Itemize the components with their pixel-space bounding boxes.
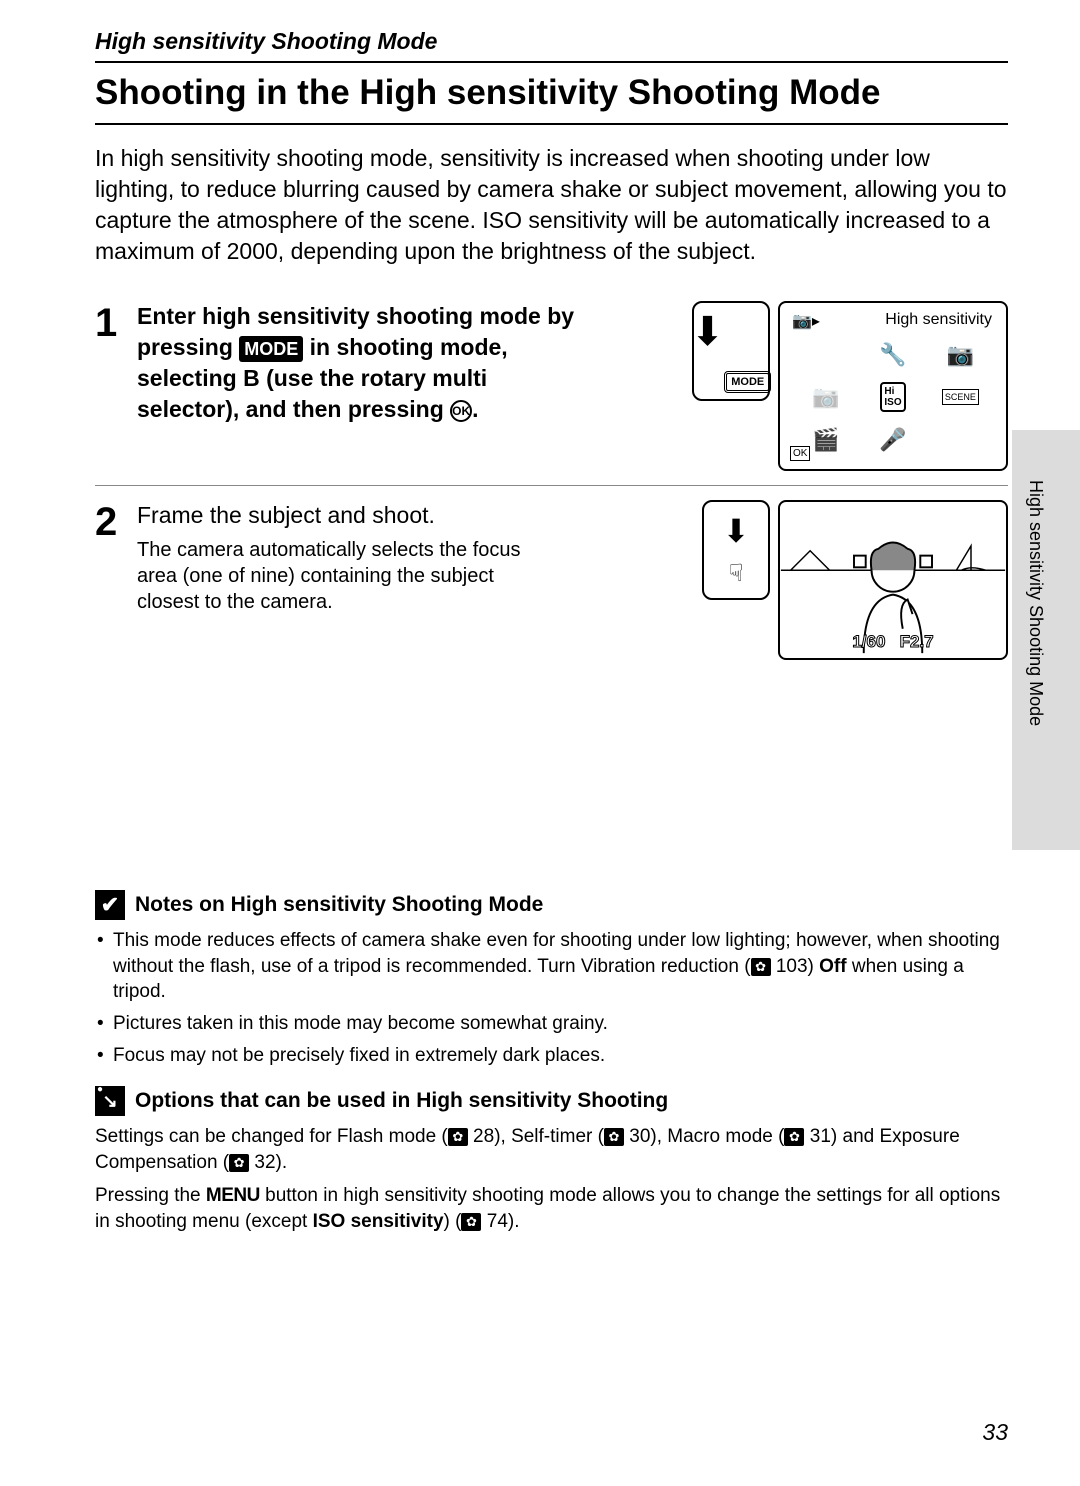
step-text-part: . xyxy=(472,396,478,422)
note-header: ● ↘ Options that can be used in High sen… xyxy=(95,1086,1008,1116)
page-ref-icon: ✿ xyxy=(751,958,771,976)
mode-icon-grid: 🔧 📷 📷 HiISO SCENE 🎬 🎤 xyxy=(792,333,994,461)
mode-label: MODE xyxy=(724,371,771,393)
mode-button-graphic: ⬇ MODE xyxy=(692,301,770,401)
arrow-down-icon: ⬇ xyxy=(691,309,725,355)
options-line-2: Pressing the MENU button in high sensiti… xyxy=(95,1183,1008,1234)
options-line-1: Settings can be changed for Flash mode (… xyxy=(95,1124,1008,1175)
manual-page: High sensitivity Shooting Mode Shooting … xyxy=(0,0,1080,1486)
step-detail: The camera automatically selects the foc… xyxy=(137,537,537,615)
note-header: ✔ Notes on High sensitivity Shooting Mod… xyxy=(95,890,1008,920)
notes-block: ✔ Notes on High sensitivity Shooting Mod… xyxy=(95,890,1008,1068)
wrench-icon: 🔧 xyxy=(879,342,906,368)
side-tab xyxy=(1012,430,1080,850)
finger-icon: ☟ xyxy=(729,559,744,588)
shutter-button-graphic: ⬇ ☟ xyxy=(702,500,770,600)
page-ref-icon: ✿ xyxy=(784,1128,804,1146)
menu-label: MENU xyxy=(206,1185,260,1206)
step-number: 2 xyxy=(95,500,137,660)
aperture-value: F2.7 xyxy=(900,632,934,651)
camera-outline-icon: 📷 xyxy=(812,384,839,410)
step-body: Frame the subject and shoot. The camera … xyxy=(137,500,702,660)
note-title: Options that can be used in High sensiti… xyxy=(135,1089,668,1113)
camera-icon: 📷 xyxy=(947,342,974,368)
page-title: Shooting in the High sensitivity Shootin… xyxy=(95,73,1008,125)
header-bar: High sensitivity Shooting Mode xyxy=(95,28,1008,63)
notes-section: ✔ Notes on High sensitivity Shooting Mod… xyxy=(95,890,1008,1253)
screen-label: High sensitivity xyxy=(885,311,992,329)
side-tab-label: High sensitivity Shooting Mode xyxy=(1025,480,1046,726)
movie-icon: 🎬 xyxy=(812,427,839,453)
ok-button-icon: OK xyxy=(450,400,472,422)
step-number: 1 xyxy=(95,301,137,471)
check-icon: ✔ xyxy=(95,890,125,920)
camera-small-icon: 📷▸ xyxy=(792,311,820,331)
scene-icon: SCENE xyxy=(942,389,979,405)
note-list: This mode reduces effects of camera shak… xyxy=(95,928,1008,1068)
header-label: High sensitivity Shooting Mode xyxy=(95,28,1008,55)
camera-screen-graphic: 📷▸ High sensitivity 🔧 📷 📷 HiISO SCENE 🎬 … xyxy=(778,301,1008,471)
step-graphics: ⬇ ☟ 1/60 F2.7 xyxy=(702,500,1008,660)
note-item: Pictures taken in this mode may become s… xyxy=(95,1011,1008,1037)
note-title: Notes on High sensitivity Shooting Mode xyxy=(135,893,543,917)
step-instruction: Enter high sensitivity shooting mode by … xyxy=(137,301,577,425)
arrow-down-icon: ⬇ xyxy=(723,512,750,550)
page-ref-icon: ✿ xyxy=(461,1213,481,1231)
exposure-overlay: 1/60 F2.7 xyxy=(780,632,1006,652)
page-ref-icon: ✿ xyxy=(229,1154,249,1172)
mic-icon: 🎤 xyxy=(879,427,906,453)
page-ref-icon: ✿ xyxy=(604,1128,624,1146)
ok-indicator: OK xyxy=(790,446,810,461)
note-item: Focus may not be precisely fixed in extr… xyxy=(95,1043,1008,1069)
step-2: 2 Frame the subject and shoot. The camer… xyxy=(95,490,1008,674)
step-graphics: ⬇ MODE 📷▸ High sensitivity 🔧 📷 📷 HiISO S… xyxy=(692,301,1008,471)
step-instruction: Frame the subject and shoot. xyxy=(137,500,702,531)
page-ref-icon: ✿ xyxy=(448,1128,468,1146)
options-block: ● ↘ Options that can be used in High sen… xyxy=(95,1086,1008,1235)
page-number: 33 xyxy=(982,1419,1008,1446)
intro-paragraph: In high sensitivity shooting mode, sensi… xyxy=(95,143,1008,267)
hi-iso-icon: HiISO xyxy=(880,382,905,412)
note-item: This mode reduces effects of camera shak… xyxy=(95,928,1008,1005)
mode-button-icon: MODE xyxy=(239,336,303,362)
step-body: Enter high sensitivity shooting mode by … xyxy=(137,301,692,471)
pencil-icon: ● ↘ xyxy=(95,1086,125,1116)
shutter-speed: 1/60 xyxy=(852,632,885,651)
step-1: 1 Enter high sensitivity shooting mode b… xyxy=(95,291,1008,486)
viewfinder-graphic: 1/60 F2.7 xyxy=(778,500,1008,660)
